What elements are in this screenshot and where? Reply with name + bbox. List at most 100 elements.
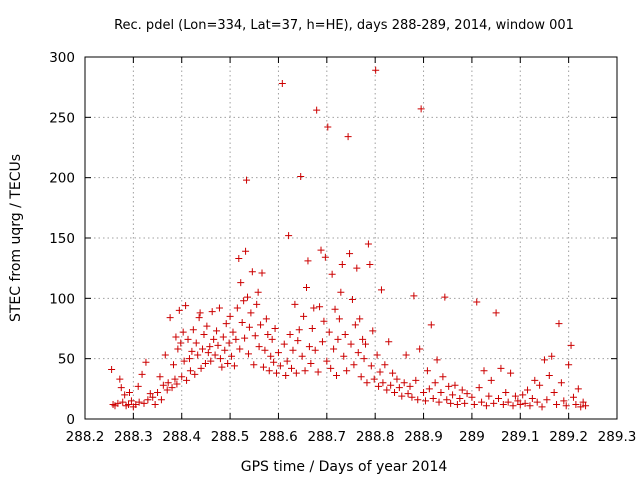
- x-tick-label: 289.3: [598, 429, 637, 445]
- data-point: [321, 253, 329, 261]
- data-point: [233, 304, 241, 312]
- data-point: [458, 386, 466, 394]
- data-point: [521, 399, 529, 407]
- data-point: [325, 328, 333, 336]
- data-point: [562, 402, 570, 410]
- data-point: [406, 382, 414, 390]
- data-point: [282, 372, 290, 380]
- data-point: [159, 381, 167, 389]
- data-point: [203, 322, 211, 330]
- data-point: [248, 268, 256, 276]
- data-point: [117, 384, 125, 392]
- data-point: [324, 123, 332, 131]
- data-point: [237, 279, 245, 287]
- data-point: [468, 393, 476, 401]
- data-point: [300, 312, 308, 320]
- data-point: [423, 367, 431, 375]
- data-point: [179, 328, 187, 336]
- data-point: [514, 397, 522, 405]
- data-point: [265, 367, 273, 375]
- data-point: [208, 308, 216, 316]
- data-point: [548, 352, 556, 360]
- data-point: [262, 315, 270, 323]
- data-point: [224, 359, 232, 367]
- data-point: [317, 246, 325, 254]
- data-point: [135, 398, 143, 406]
- data-point: [441, 293, 449, 301]
- data-point: [149, 393, 157, 401]
- data-point: [307, 359, 315, 367]
- data-point: [174, 345, 182, 353]
- data-point: [343, 367, 351, 375]
- data-point: [416, 345, 424, 353]
- data-point: [170, 361, 178, 369]
- data-point: [344, 133, 352, 141]
- data-point: [180, 357, 188, 365]
- data-point: [185, 355, 193, 363]
- x-tick-label: 288.3: [114, 429, 153, 445]
- data-point: [391, 388, 399, 396]
- data-point: [347, 340, 355, 348]
- data-point: [274, 349, 282, 357]
- data-point: [163, 386, 171, 394]
- y-tick-label: 0: [66, 412, 75, 428]
- data-point: [463, 390, 471, 398]
- data-point: [567, 341, 575, 349]
- data-point: [177, 339, 185, 347]
- data-point: [184, 335, 192, 343]
- data-point: [121, 391, 129, 399]
- data-point: [425, 385, 433, 393]
- data-point: [192, 339, 200, 347]
- data-point: [569, 393, 577, 401]
- data-point: [572, 401, 580, 409]
- y-axis-label: STEC from uqrg / TECUs: [8, 154, 24, 322]
- data-point: [230, 362, 238, 370]
- data-point: [331, 305, 339, 313]
- data-point: [311, 346, 319, 354]
- data-point: [259, 363, 267, 371]
- y-tick-label: 300: [49, 50, 75, 66]
- data-point: [127, 397, 135, 405]
- data-point: [370, 375, 378, 383]
- data-point: [356, 315, 364, 323]
- data-point: [156, 373, 164, 381]
- data-point: [173, 380, 181, 388]
- data-point: [379, 379, 387, 387]
- data-point: [207, 357, 215, 365]
- data-point: [280, 340, 288, 348]
- data-point: [375, 382, 383, 390]
- data-point: [346, 250, 354, 258]
- data-point: [337, 288, 345, 296]
- data-point: [516, 401, 524, 409]
- data-point: [437, 388, 445, 396]
- data-point: [182, 302, 190, 310]
- data-point: [261, 346, 269, 354]
- data-point: [417, 105, 425, 113]
- data-point: [305, 343, 313, 351]
- data-point: [414, 396, 422, 404]
- data-point: [538, 403, 546, 411]
- data-point: [499, 401, 507, 409]
- data-point: [447, 399, 455, 407]
- data-point: [171, 375, 179, 383]
- data-point: [373, 351, 381, 359]
- data-point: [304, 257, 312, 265]
- data-point: [189, 326, 197, 334]
- chart-title: Rec. pdel (Lon=334, Lat=37, h=HE), days …: [114, 18, 574, 33]
- data-point: [536, 381, 544, 389]
- data-point: [125, 388, 133, 396]
- data-point: [350, 361, 358, 369]
- data-point: [245, 323, 253, 331]
- data-point: [294, 337, 302, 345]
- data-point: [540, 356, 548, 364]
- data-point: [271, 325, 279, 332]
- data-point: [482, 402, 490, 410]
- data-point: [502, 388, 510, 396]
- data-point: [257, 321, 265, 329]
- data-point: [313, 106, 321, 114]
- data-point: [114, 399, 122, 407]
- data-point: [408, 393, 416, 401]
- data-point: [327, 364, 335, 372]
- data-point: [351, 321, 359, 329]
